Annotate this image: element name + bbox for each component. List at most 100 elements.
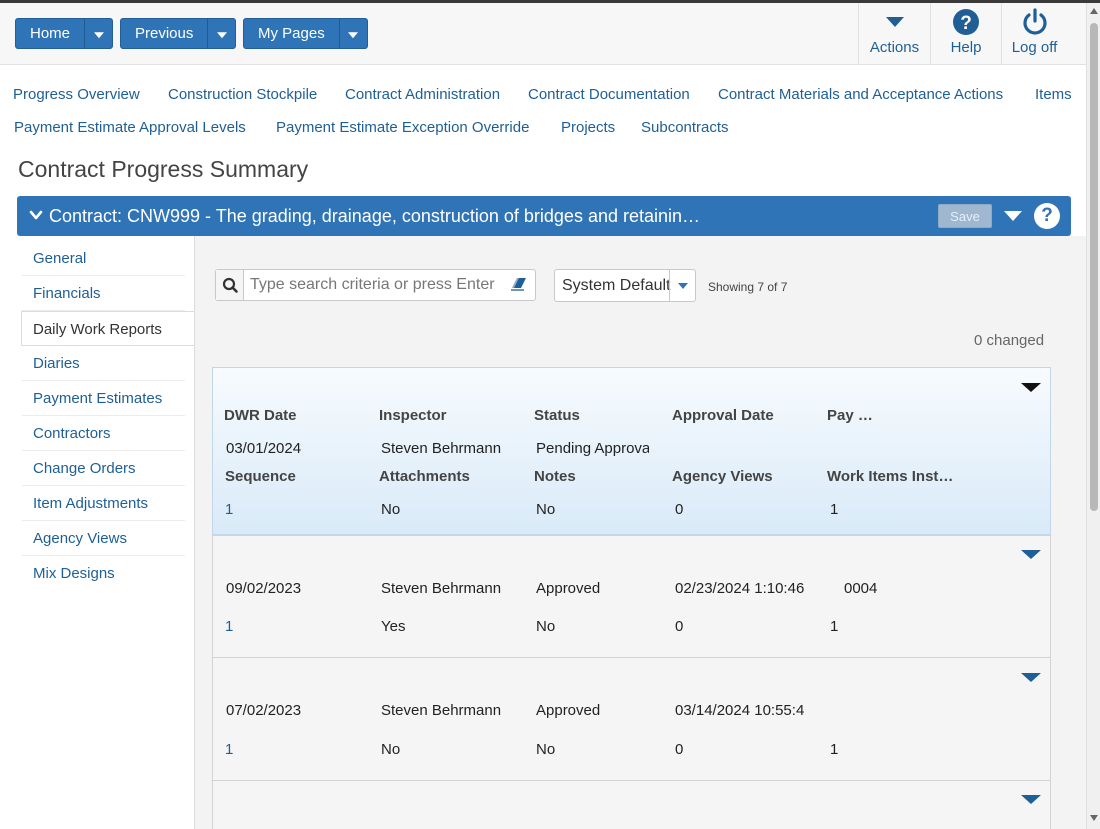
work-items: 1 bbox=[830, 618, 839, 635]
agency-views: 0 bbox=[675, 741, 684, 758]
work-items: 1 bbox=[830, 501, 839, 518]
nav-link-contract-materials[interactable]: Contract Materials and Acceptance Action… bbox=[718, 86, 1004, 103]
expand-caret-icon[interactable] bbox=[1021, 550, 1041, 559]
header-attachments: Attachments bbox=[379, 468, 470, 485]
header-status: Status bbox=[534, 407, 580, 424]
contract-header-bar[interactable]: Contract: CNW999 - The grading, drainage… bbox=[17, 196, 1071, 236]
power-icon bbox=[1020, 7, 1050, 41]
sidebar-item-agency-views[interactable]: Agency Views bbox=[22, 521, 185, 556]
sidebar-item-financials[interactable]: Financials bbox=[22, 276, 185, 311]
header-pay: Pay … bbox=[827, 407, 873, 424]
record-card[interactable] bbox=[212, 780, 1051, 829]
approval-date: 02/23/2024 1:10:46 bbox=[675, 580, 805, 597]
help-button[interactable]: ? Help bbox=[930, 3, 1001, 65]
home-button-label[interactable]: Home bbox=[30, 25, 71, 42]
status: Approved bbox=[536, 580, 601, 597]
record-count: Showing 7 of 7 bbox=[708, 280, 788, 294]
nav-link-contract-administration[interactable]: Contract Administration bbox=[345, 86, 501, 103]
sidebar-item-general[interactable]: General bbox=[22, 241, 185, 276]
contract-actions-caret-icon[interactable] bbox=[1004, 211, 1022, 221]
scroll-down-arrow-icon[interactable] bbox=[1090, 815, 1098, 821]
contract-title: Contract: CNW999 - The grading, drainage… bbox=[49, 206, 701, 226]
actions-caret-icon bbox=[885, 15, 905, 32]
page-scrollbar[interactable] bbox=[1086, 3, 1100, 829]
top-toolbar: Home Previous My Pages Actions ? Help Lo… bbox=[0, 3, 1086, 65]
header-notes: Notes bbox=[534, 468, 576, 485]
sidebar-item-payment-estimates[interactable]: Payment Estimates bbox=[22, 381, 185, 416]
nav-link-projects[interactable]: Projects bbox=[561, 119, 616, 136]
my-pages-button[interactable]: My Pages bbox=[243, 18, 368, 49]
expand-caret-icon[interactable] bbox=[1021, 673, 1041, 682]
view-select-dropdown[interactable] bbox=[669, 270, 695, 301]
attachments: No bbox=[381, 501, 401, 518]
clear-search-eraser-icon[interactable] bbox=[510, 276, 528, 297]
nav-link-payment-estimate-approval-levels[interactable]: Payment Estimate Approval Levels bbox=[14, 119, 246, 136]
nav-link-contract-documentation[interactable]: Contract Documentation bbox=[528, 86, 690, 103]
notes: No bbox=[536, 501, 556, 518]
home-button[interactable]: Home bbox=[15, 18, 114, 49]
changed-count: 0 changed bbox=[974, 332, 1045, 349]
chevron-down-icon bbox=[678, 283, 688, 289]
sidebar-item-mix-designs[interactable]: Mix Designs bbox=[33, 565, 115, 582]
header-approval-date: Approval Date bbox=[672, 407, 774, 424]
previous-button-label[interactable]: Previous bbox=[135, 25, 194, 42]
collapse-caret-icon[interactable] bbox=[1021, 383, 1041, 392]
agency-views: 0 bbox=[675, 618, 684, 635]
view-select[interactable]: System Default bbox=[554, 269, 696, 302]
contract-help-icon[interactable]: ? bbox=[1034, 203, 1060, 229]
agency-views: 0 bbox=[675, 501, 684, 518]
chevron-down-icon bbox=[348, 31, 359, 38]
sequence-link[interactable]: 1 bbox=[225, 741, 234, 758]
inspector: Steven Behrmann bbox=[381, 580, 502, 597]
header-sequence: Sequence bbox=[225, 468, 296, 485]
scroll-thumb[interactable] bbox=[1090, 23, 1098, 511]
sidebar-item-change-orders[interactable]: Change Orders bbox=[22, 451, 185, 486]
header-work-items: Work Items Inst… bbox=[827, 468, 954, 485]
help-icon: ? bbox=[952, 8, 980, 40]
nav-link-items[interactable]: Items bbox=[1035, 86, 1072, 103]
inspector: Steven Behrmann bbox=[381, 440, 502, 457]
inspector: Steven Behrmann bbox=[381, 702, 502, 719]
actions-label: Actions bbox=[869, 39, 920, 56]
previous-dropdown-caret[interactable] bbox=[207, 19, 235, 48]
nav-link-payment-estimate-exception-override[interactable]: Payment Estimate Exception Override bbox=[276, 119, 530, 136]
search-input[interactable]: Type search criteria or press Enter bbox=[250, 276, 495, 293]
sequence-link[interactable]: 1 bbox=[225, 501, 234, 518]
sidebar-item-item-adjustments[interactable]: Item Adjustments bbox=[22, 486, 185, 521]
pay-estimate: 0004 bbox=[844, 580, 878, 597]
record-card[interactable]: 07/02/2023 Steven Behrmann Approved 03/1… bbox=[212, 657, 1051, 781]
help-label: Help bbox=[950, 39, 982, 56]
nav-link-construction-stockpile[interactable]: Construction Stockpile bbox=[168, 86, 318, 103]
dwr-date: 03/01/2024 bbox=[226, 440, 302, 457]
header-inspector: Inspector bbox=[379, 407, 447, 424]
header-dwr-date: DWR Date bbox=[224, 407, 297, 424]
status: Pending Approva bbox=[536, 440, 649, 457]
record-card[interactable]: DWR Date Inspector Status Approval Date … bbox=[212, 367, 1051, 535]
search-box[interactable]: Type search criteria or press Enter bbox=[215, 269, 536, 301]
record-card[interactable]: 09/02/2023 Steven Behrmann Approved 02/2… bbox=[212, 535, 1051, 658]
sequence-link[interactable]: 1 bbox=[225, 618, 234, 635]
scroll-up-arrow-icon[interactable] bbox=[1090, 8, 1098, 14]
expand-caret-icon[interactable] bbox=[1021, 795, 1041, 804]
nav-link-subcontracts[interactable]: Subcontracts bbox=[641, 119, 729, 136]
log-off-button[interactable]: Log off bbox=[1001, 3, 1067, 65]
my-pages-button-label[interactable]: My Pages bbox=[258, 25, 325, 42]
home-dropdown-caret[interactable] bbox=[84, 19, 112, 48]
search-icon[interactable] bbox=[216, 270, 244, 300]
view-select-value: System Default bbox=[562, 277, 671, 294]
nav-link-progress-overview[interactable]: Progress Overview bbox=[13, 86, 140, 103]
sidebar-item-daily-work-reports[interactable]: Daily Work Reports bbox=[21, 311, 195, 346]
notes: No bbox=[536, 618, 556, 635]
status: Approved bbox=[536, 702, 601, 719]
actions-button[interactable]: Actions bbox=[858, 3, 930, 65]
sidebar-item-diaries[interactable]: Diaries bbox=[22, 346, 185, 381]
attachments: Yes bbox=[381, 618, 406, 635]
previous-button[interactable]: Previous bbox=[120, 18, 237, 49]
page-title: Contract Progress Summary bbox=[18, 156, 309, 182]
save-button[interactable]: Save bbox=[938, 204, 992, 228]
sidebar-item-contractors[interactable]: Contractors bbox=[22, 416, 185, 451]
chevron-down-icon bbox=[216, 31, 227, 38]
chevron-down-icon[interactable] bbox=[29, 208, 43, 222]
attachments: No bbox=[381, 741, 401, 758]
my-pages-dropdown-caret[interactable] bbox=[338, 19, 367, 48]
